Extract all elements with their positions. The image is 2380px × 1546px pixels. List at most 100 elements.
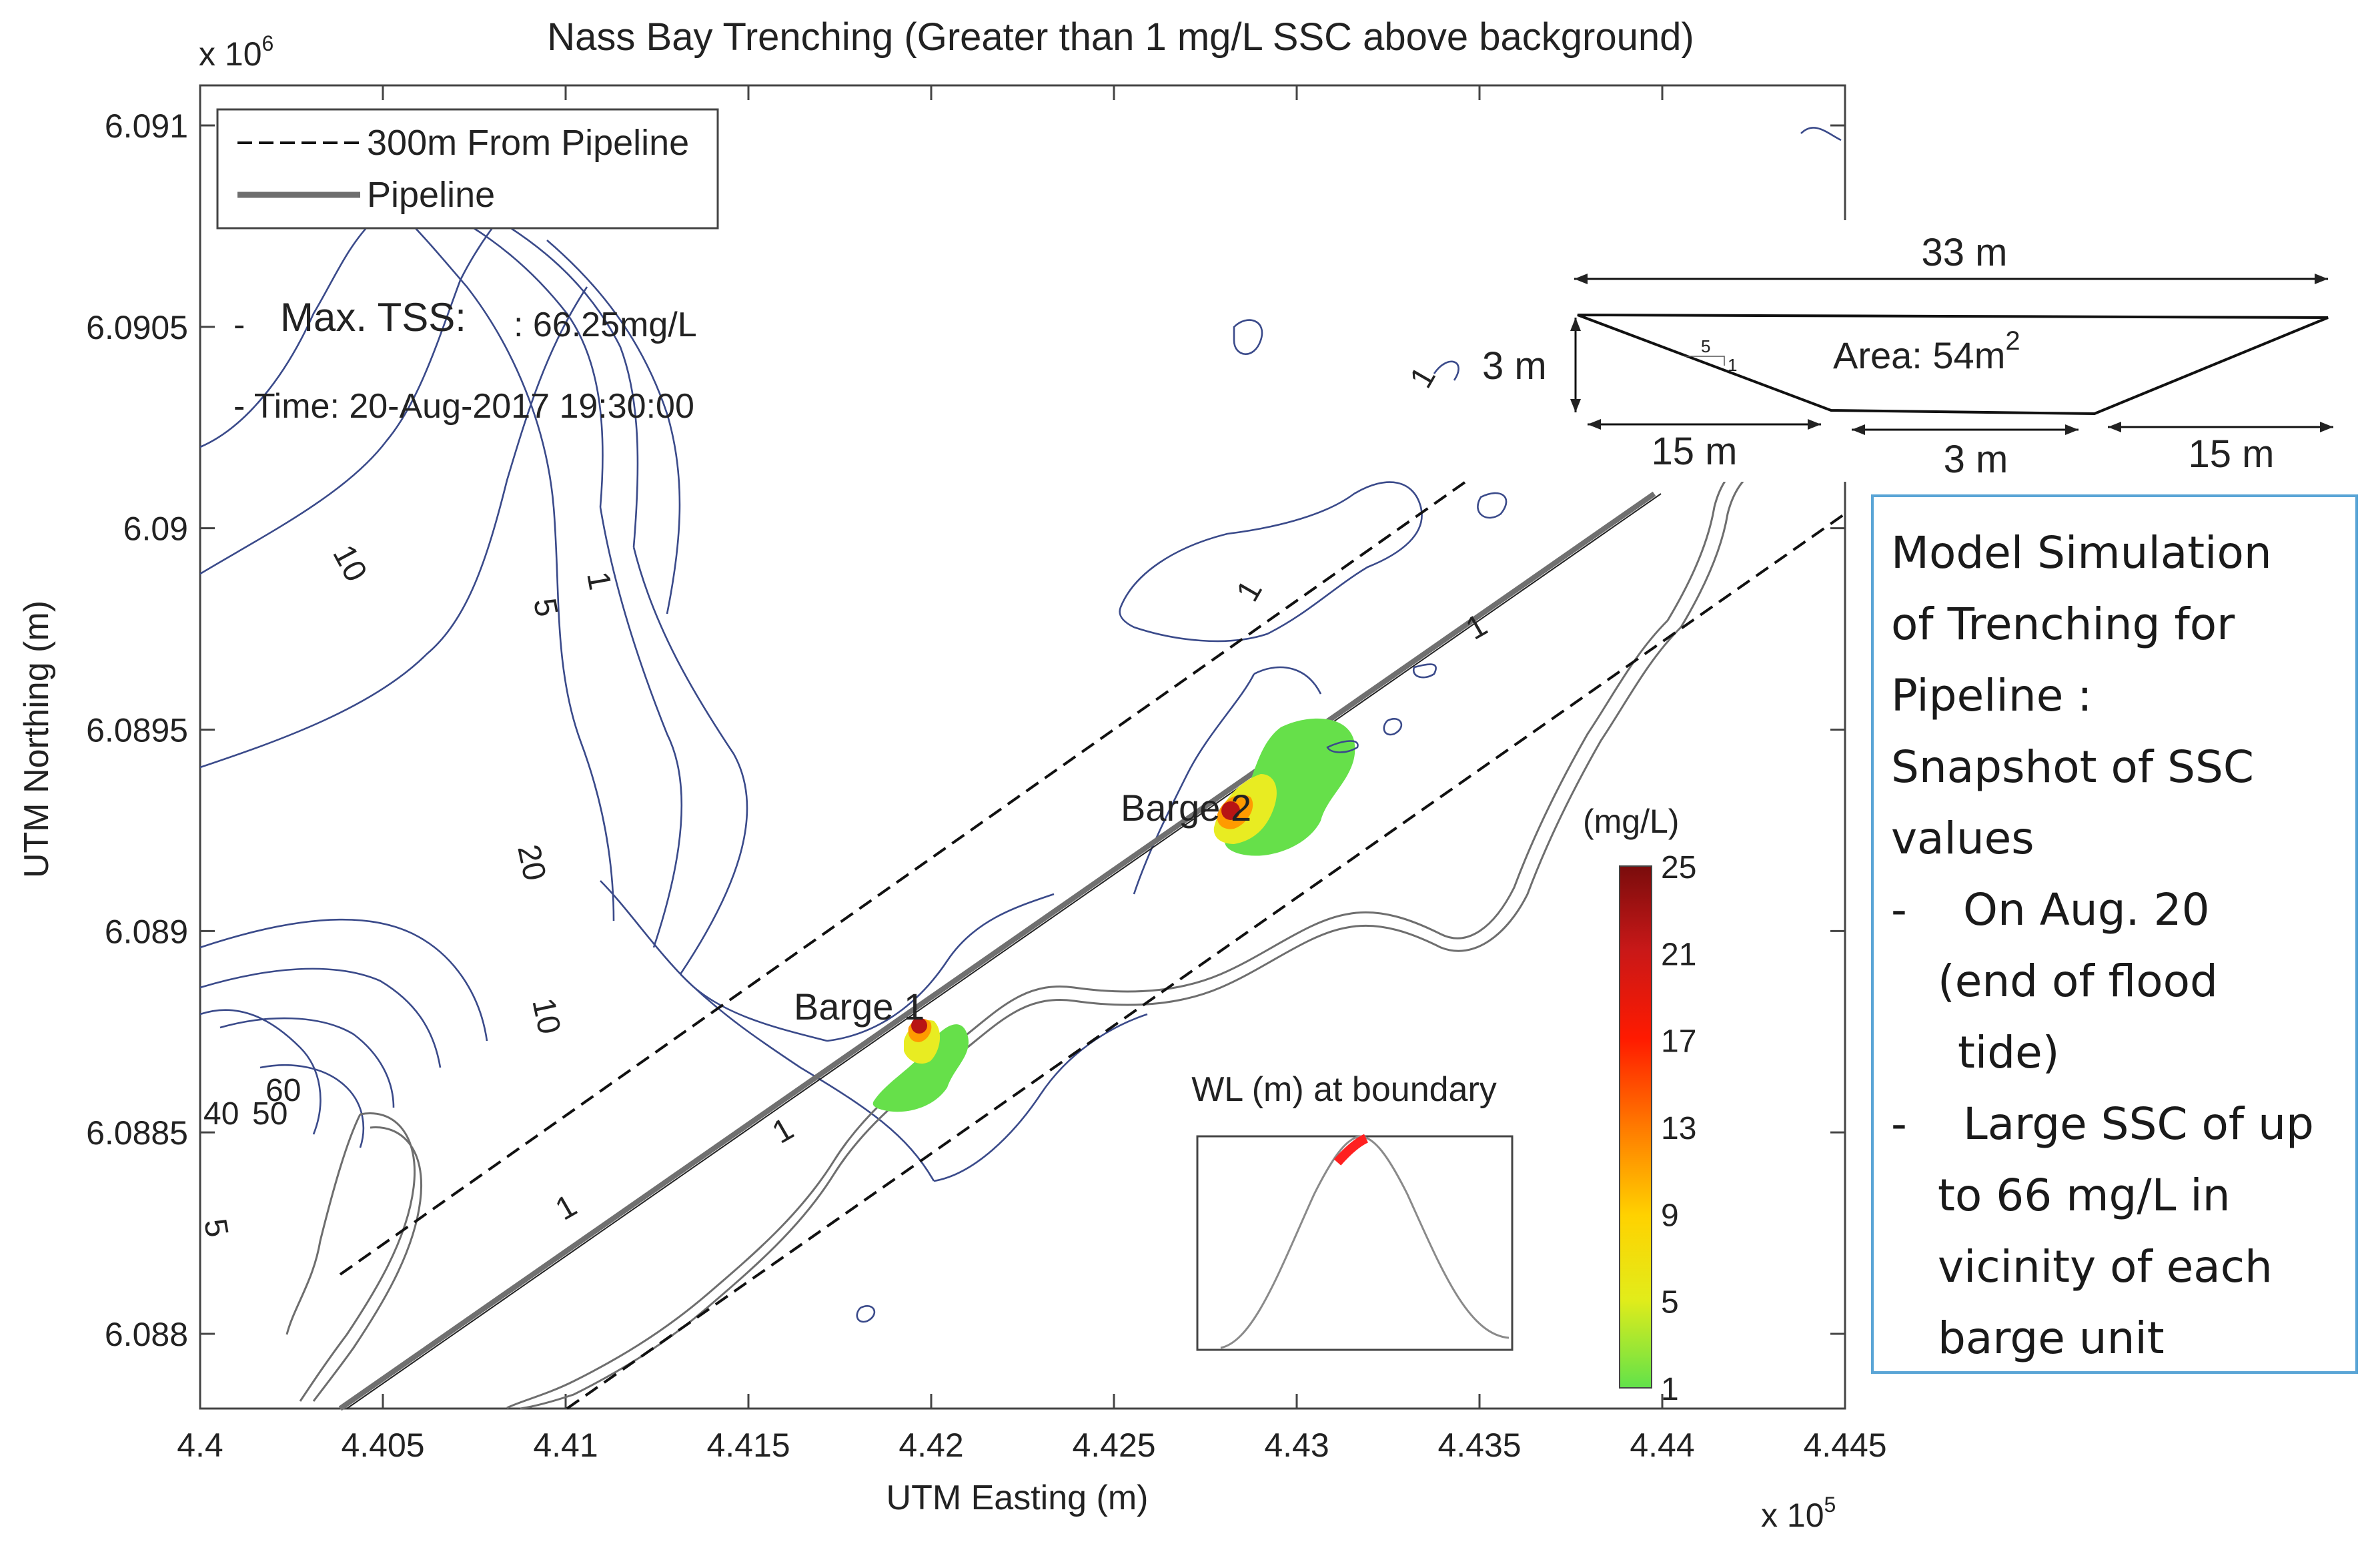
- coastline-outer: [506, 619, 1669, 1409]
- contour-line: [259, 1064, 365, 1148]
- contour-line: [199, 1009, 322, 1135]
- arrowhead: [1852, 424, 1865, 435]
- x-axis-label: UTM Easting (m): [886, 1479, 1149, 1517]
- colorbar-ticks: 25 21 17 13 9 5 1: [1661, 850, 1696, 1407]
- x-multiplier: x 105: [1761, 1493, 1836, 1534]
- x-tick-label: 4.425: [1072, 1427, 1155, 1464]
- notes-heading-line: of Trenching for: [1891, 599, 2235, 650]
- plume-core: [1221, 801, 1240, 820]
- bullet-dash: -: [1891, 1098, 1907, 1150]
- x-axis-ticks: 4.4 4.405 4.41 4.415 4.42 4.425 4.43 4.435 4.44 4…: [177, 85, 1887, 1464]
- contour-line: [680, 974, 935, 1182]
- contour-line: [219, 1017, 395, 1108]
- colorbar-tick-label: 1: [1661, 1372, 1679, 1407]
- slope-rise: 1: [1728, 355, 1737, 375]
- y-tick-label: 6.091: [105, 107, 188, 145]
- contour-label: 20: [510, 841, 552, 883]
- contour-line: [1133, 673, 1255, 895]
- plume-low: [872, 1024, 969, 1112]
- notes-heading-line: Pipeline :: [1891, 670, 2093, 721]
- arrowhead: [2320, 422, 2333, 432]
- max-tss-value: : 66.25mg/L: [514, 306, 697, 344]
- contour-line: [1253, 666, 1322, 695]
- max-tss-dash: -: [233, 306, 245, 344]
- x-tick-label: 4.435: [1437, 1427, 1521, 1464]
- max-tss-time: - Time: 20-Aug-2017 19:30:00: [233, 387, 694, 426]
- bullet-line: vicinity of each: [1938, 1241, 2273, 1292]
- x-multiplier-exponent: 5: [1824, 1493, 1836, 1517]
- x-tick-label: 4.445: [1803, 1427, 1886, 1464]
- y-tick-label: 6.088: [105, 1316, 188, 1353]
- plume-barge-2: [1213, 718, 1355, 856]
- x-tick-label: 4.4: [177, 1427, 223, 1464]
- contour-line: [199, 286, 588, 769]
- arrowhead: [1808, 419, 1821, 430]
- bullet-line: (end of flood: [1938, 955, 2218, 1007]
- bullet-line: On Aug. 20: [1963, 884, 2210, 935]
- plume-barge-1: [872, 1018, 969, 1112]
- contour-label: 60: [265, 1073, 301, 1108]
- arrowhead: [1570, 318, 1581, 331]
- arrowhead: [2315, 274, 2328, 284]
- area-label: Area: 54m2: [1833, 326, 2020, 376]
- notes-heading-line: Model Simulation: [1891, 527, 2272, 578]
- figure-title: Nass Bay Trenching (Greater than 1 mg/L …: [547, 15, 1694, 59]
- contour-line: [1233, 319, 1263, 355]
- x-tick-label: 4.44: [1630, 1427, 1694, 1464]
- buffer-upper-line: [339, 479, 1469, 1276]
- contour-line: [552, 506, 615, 921]
- y-tick-label: 6.0885: [86, 1114, 188, 1152]
- x-tick-label: 4.42: [899, 1427, 963, 1464]
- x-tick-label: 4.405: [341, 1427, 424, 1464]
- y-tick-label: 6.0905: [86, 309, 188, 346]
- contour-line: [1412, 663, 1437, 679]
- y-axis-label: UTM Northing (m): [17, 601, 56, 878]
- inset-water-level: WL (m) at boundary: [1191, 1070, 1514, 1351]
- slope-run: 5: [1701, 336, 1710, 356]
- trench-profile: [1577, 314, 2329, 416]
- contour-line: [199, 968, 442, 1068]
- pipeline-edge: [346, 493, 1662, 1409]
- contour-line: [1800, 127, 1842, 141]
- pipeline-line: [338, 491, 1656, 1411]
- bottom-width-label: 3 m: [1944, 438, 2008, 481]
- contour-line: [826, 893, 1055, 1042]
- barge-label: Barge 1: [794, 986, 925, 1028]
- area-exponent: 2: [2005, 326, 2020, 356]
- plume-core: [911, 1018, 927, 1034]
- y-tick-label: 6.0895: [86, 712, 188, 749]
- contour-line: [933, 1013, 1148, 1182]
- colorbar-tick-label: 13: [1661, 1111, 1696, 1146]
- slope-marker: [1684, 356, 1725, 366]
- legend-box: [216, 108, 719, 230]
- x-tick-label: 4.43: [1264, 1427, 1329, 1464]
- inset-current-time-marker: [1333, 1134, 1369, 1166]
- y-tick-label: 6.089: [105, 913, 188, 950]
- colorbar-tick-label: 17: [1661, 1024, 1696, 1060]
- notes-bullet: - On Aug. 20: [1891, 874, 2341, 945]
- bullet-dash: -: [1891, 884, 1907, 935]
- contour-label: 40: [203, 1096, 239, 1132]
- contour-line: [1383, 718, 1403, 736]
- colorbar-tick-label: 5: [1661, 1285, 1679, 1320]
- notes-heading-line: values: [1891, 813, 2034, 864]
- trench-cross-section: 33 m Area: 54m2 5 1 3 m 15 m 3 m 15 m: [1467, 220, 2380, 482]
- bullet-line: tide): [1958, 1027, 2060, 1078]
- x-tick-label: 4.41: [533, 1427, 598, 1464]
- bullet-line: Large SSC of up: [1963, 1098, 2314, 1150]
- notes-bullet: - Large SSC of up: [1891, 1088, 2341, 1160]
- y-axis-ticks: 6.091 6.0905 6.09 6.0895 6.089 6.0885 6.088: [86, 107, 1845, 1353]
- contour-line: [199, 179, 534, 575]
- max-tss-label: Max. TSS:: [280, 295, 466, 340]
- contour-line: [486, 212, 639, 548]
- contour-line: [1119, 481, 1423, 643]
- contour-line: [632, 546, 748, 975]
- contour-line: [1477, 492, 1508, 519]
- contour-line: [856, 1305, 876, 1323]
- right-slope-label: 15 m: [2189, 432, 2275, 476]
- contour-label: 50: [252, 1096, 287, 1132]
- notes-heading-line: Snapshot of SSC: [1891, 741, 2254, 793]
- colorbar-tick-label: 21: [1661, 937, 1696, 972]
- contour-line: [199, 918, 488, 1042]
